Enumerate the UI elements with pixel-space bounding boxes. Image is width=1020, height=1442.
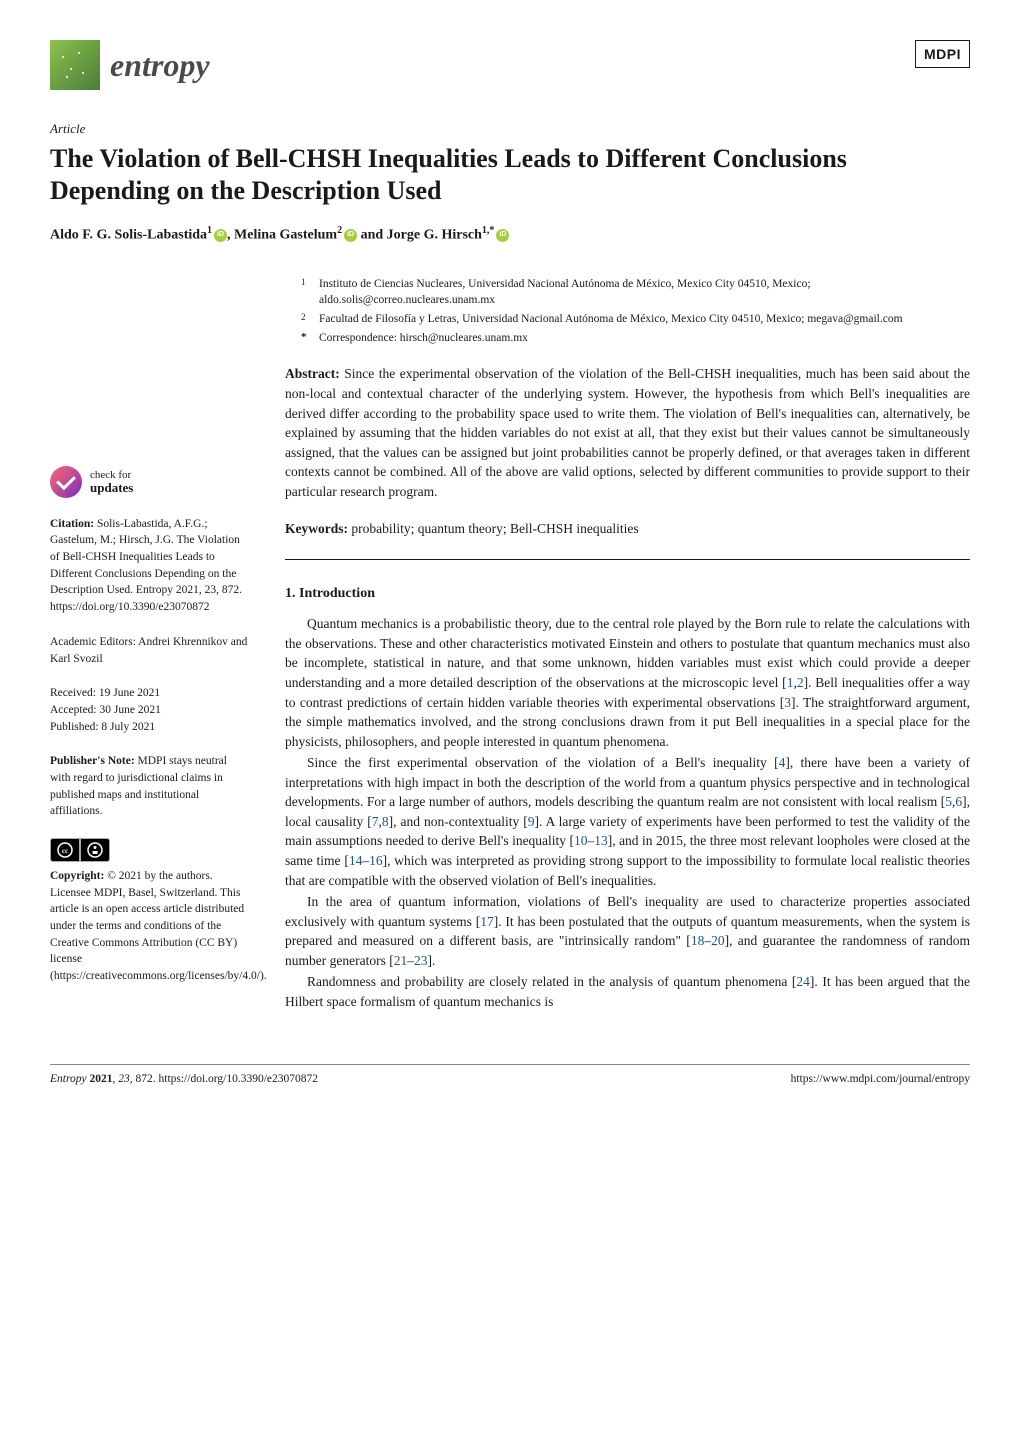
cc-badge[interactable]: cc xyxy=(50,838,250,862)
abstract-text: Since the experimental observation of th… xyxy=(285,366,970,498)
check-line2: updates xyxy=(90,480,133,495)
ref-link[interactable]: 5 xyxy=(945,794,952,809)
author-1-affil: 1 xyxy=(207,225,212,236)
ref-link[interactable]: 21 xyxy=(394,953,408,968)
editors-label: Academic Editors: xyxy=(50,636,136,648)
ref-link[interactable]: 17 xyxy=(480,914,494,929)
ref-link[interactable]: 16 xyxy=(369,853,383,868)
ref-link[interactable]: 8 xyxy=(382,814,389,829)
two-column-layout: check for updates Citation: Solis-Labast… xyxy=(50,276,970,1014)
affiliation-row: 1 Instituto de Ciencias Nucleares, Unive… xyxy=(301,276,970,309)
author-3-affil: 1,* xyxy=(482,225,495,236)
check-icon xyxy=(50,466,82,498)
ref-link[interactable]: 3 xyxy=(784,695,791,710)
sidebar: check for updates Citation: Solis-Labast… xyxy=(50,276,250,1014)
affil-text: Instituto de Ciencias Nucleares, Univers… xyxy=(319,276,970,309)
journal-name: entropy xyxy=(110,42,210,88)
abstract-label: Abstract: xyxy=(285,366,340,381)
abstract: Abstract: Since the experimental observa… xyxy=(285,364,970,501)
citation-block: Citation: Solis-Labastida, A.F.G.; Gaste… xyxy=(50,516,250,616)
page-footer: Entropy 2021, 23, 872. https://doi.org/1… xyxy=(50,1064,970,1088)
check-updates-text: check for updates xyxy=(90,469,133,495)
citation-text: Solis-Labastida, A.F.G.; Gastelum, M.; H… xyxy=(50,518,242,613)
orcid-icon[interactable] xyxy=(344,229,357,242)
paragraph-4: Randomness and probability are closely r… xyxy=(285,972,970,1011)
publishers-note-block: Publisher's Note: MDPI stays neutral wit… xyxy=(50,753,250,820)
paragraph-1: Quantum mechanics is a probabilistic the… xyxy=(285,614,970,751)
author-2-affil: 2 xyxy=(337,225,342,236)
journal-logo: entropy xyxy=(50,40,210,90)
keywords-text: probability; quantum theory; Bell-CHSH i… xyxy=(351,521,638,536)
citation-label: Citation: xyxy=(50,518,94,530)
affil-text: Facultad de Filosofía y Letras, Universi… xyxy=(319,311,903,328)
body-text: Quantum mechanics is a probabilistic the… xyxy=(285,614,970,1011)
section-divider xyxy=(285,559,970,560)
main-content: 1 Instituto de Ciencias Nucleares, Unive… xyxy=(285,276,970,1014)
page-header: entropy MDPI xyxy=(50,40,970,90)
ref-link[interactable]: 14 xyxy=(349,853,363,868)
publisher-logo: MDPI xyxy=(915,40,970,68)
by-icon xyxy=(80,838,110,862)
correspondence-text: Correspondence: hirsch@nucleares.unam.mx xyxy=(319,330,528,347)
paragraph-2: Since the first experimental observation… xyxy=(285,753,970,890)
affil-num: 1 xyxy=(301,276,309,309)
ref-link[interactable]: 2 xyxy=(797,675,804,690)
svg-text:cc: cc xyxy=(62,847,68,855)
paragraph-3: In the area of quantum information, viol… xyxy=(285,892,970,970)
publishers-note-label: Publisher's Note: xyxy=(50,755,135,767)
ref-link[interactable]: 24 xyxy=(796,974,810,989)
section-title: 1. Introduction xyxy=(285,584,970,604)
keywords-label: Keywords: xyxy=(285,521,348,536)
correspondence-mark: * xyxy=(301,330,309,347)
authors-line: Aldo F. G. Solis-Labastida1 , Melina Gast… xyxy=(50,224,970,246)
ref-link[interactable]: 23 xyxy=(414,953,428,968)
ref-link[interactable]: 18 xyxy=(691,933,705,948)
copyright-text: © 2021 by the authors. Licensee MDPI, Ba… xyxy=(50,870,267,982)
footer-left: Entropy 2021, 23, 872. https://doi.org/1… xyxy=(50,1071,318,1088)
footer-right[interactable]: https://www.mdpi.com/journal/entropy xyxy=(791,1071,970,1088)
cc-icon: cc xyxy=(50,838,80,862)
article-title: The Violation of Bell-CHSH Inequalities … xyxy=(50,143,970,208)
affiliation-row: 2 Facultad de Filosofía y Letras, Univer… xyxy=(301,311,970,328)
copyright-block: Copyright: © 2021 by the authors. Licens… xyxy=(50,868,250,985)
dates-block: Received: 19 June 2021 Accepted: 30 June… xyxy=(50,685,250,735)
copyright-label: Copyright: xyxy=(50,870,104,882)
affiliations: 1 Instituto de Ciencias Nucleares, Unive… xyxy=(285,276,970,347)
orcid-icon[interactable] xyxy=(496,229,509,242)
author-sep-1: , Melina Gastelum xyxy=(227,228,337,243)
editors-block: Academic Editors: Andrei Khrennikov and … xyxy=(50,634,250,667)
affil-num: 2 xyxy=(301,311,309,328)
ref-link[interactable]: 13 xyxy=(594,833,608,848)
keywords: Keywords: probability; quantum theory; B… xyxy=(285,519,970,551)
date-accepted: Accepted: 30 June 2021 xyxy=(50,702,250,719)
correspondence-row: * Correspondence: hirsch@nucleares.unam.… xyxy=(301,330,970,347)
date-published: Published: 8 July 2021 xyxy=(50,719,250,736)
article-type: Article xyxy=(50,120,970,139)
ref-link[interactable]: 10 xyxy=(574,833,588,848)
ref-link[interactable]: 20 xyxy=(711,933,725,948)
author-sep-2: and Jorge G. Hirsch xyxy=(357,228,482,243)
author-1: Aldo F. G. Solis-Labastida xyxy=(50,228,207,243)
date-received: Received: 19 June 2021 xyxy=(50,685,250,702)
orcid-icon[interactable] xyxy=(214,229,227,242)
check-updates-badge[interactable]: check for updates xyxy=(50,466,250,498)
entropy-icon xyxy=(50,40,100,90)
